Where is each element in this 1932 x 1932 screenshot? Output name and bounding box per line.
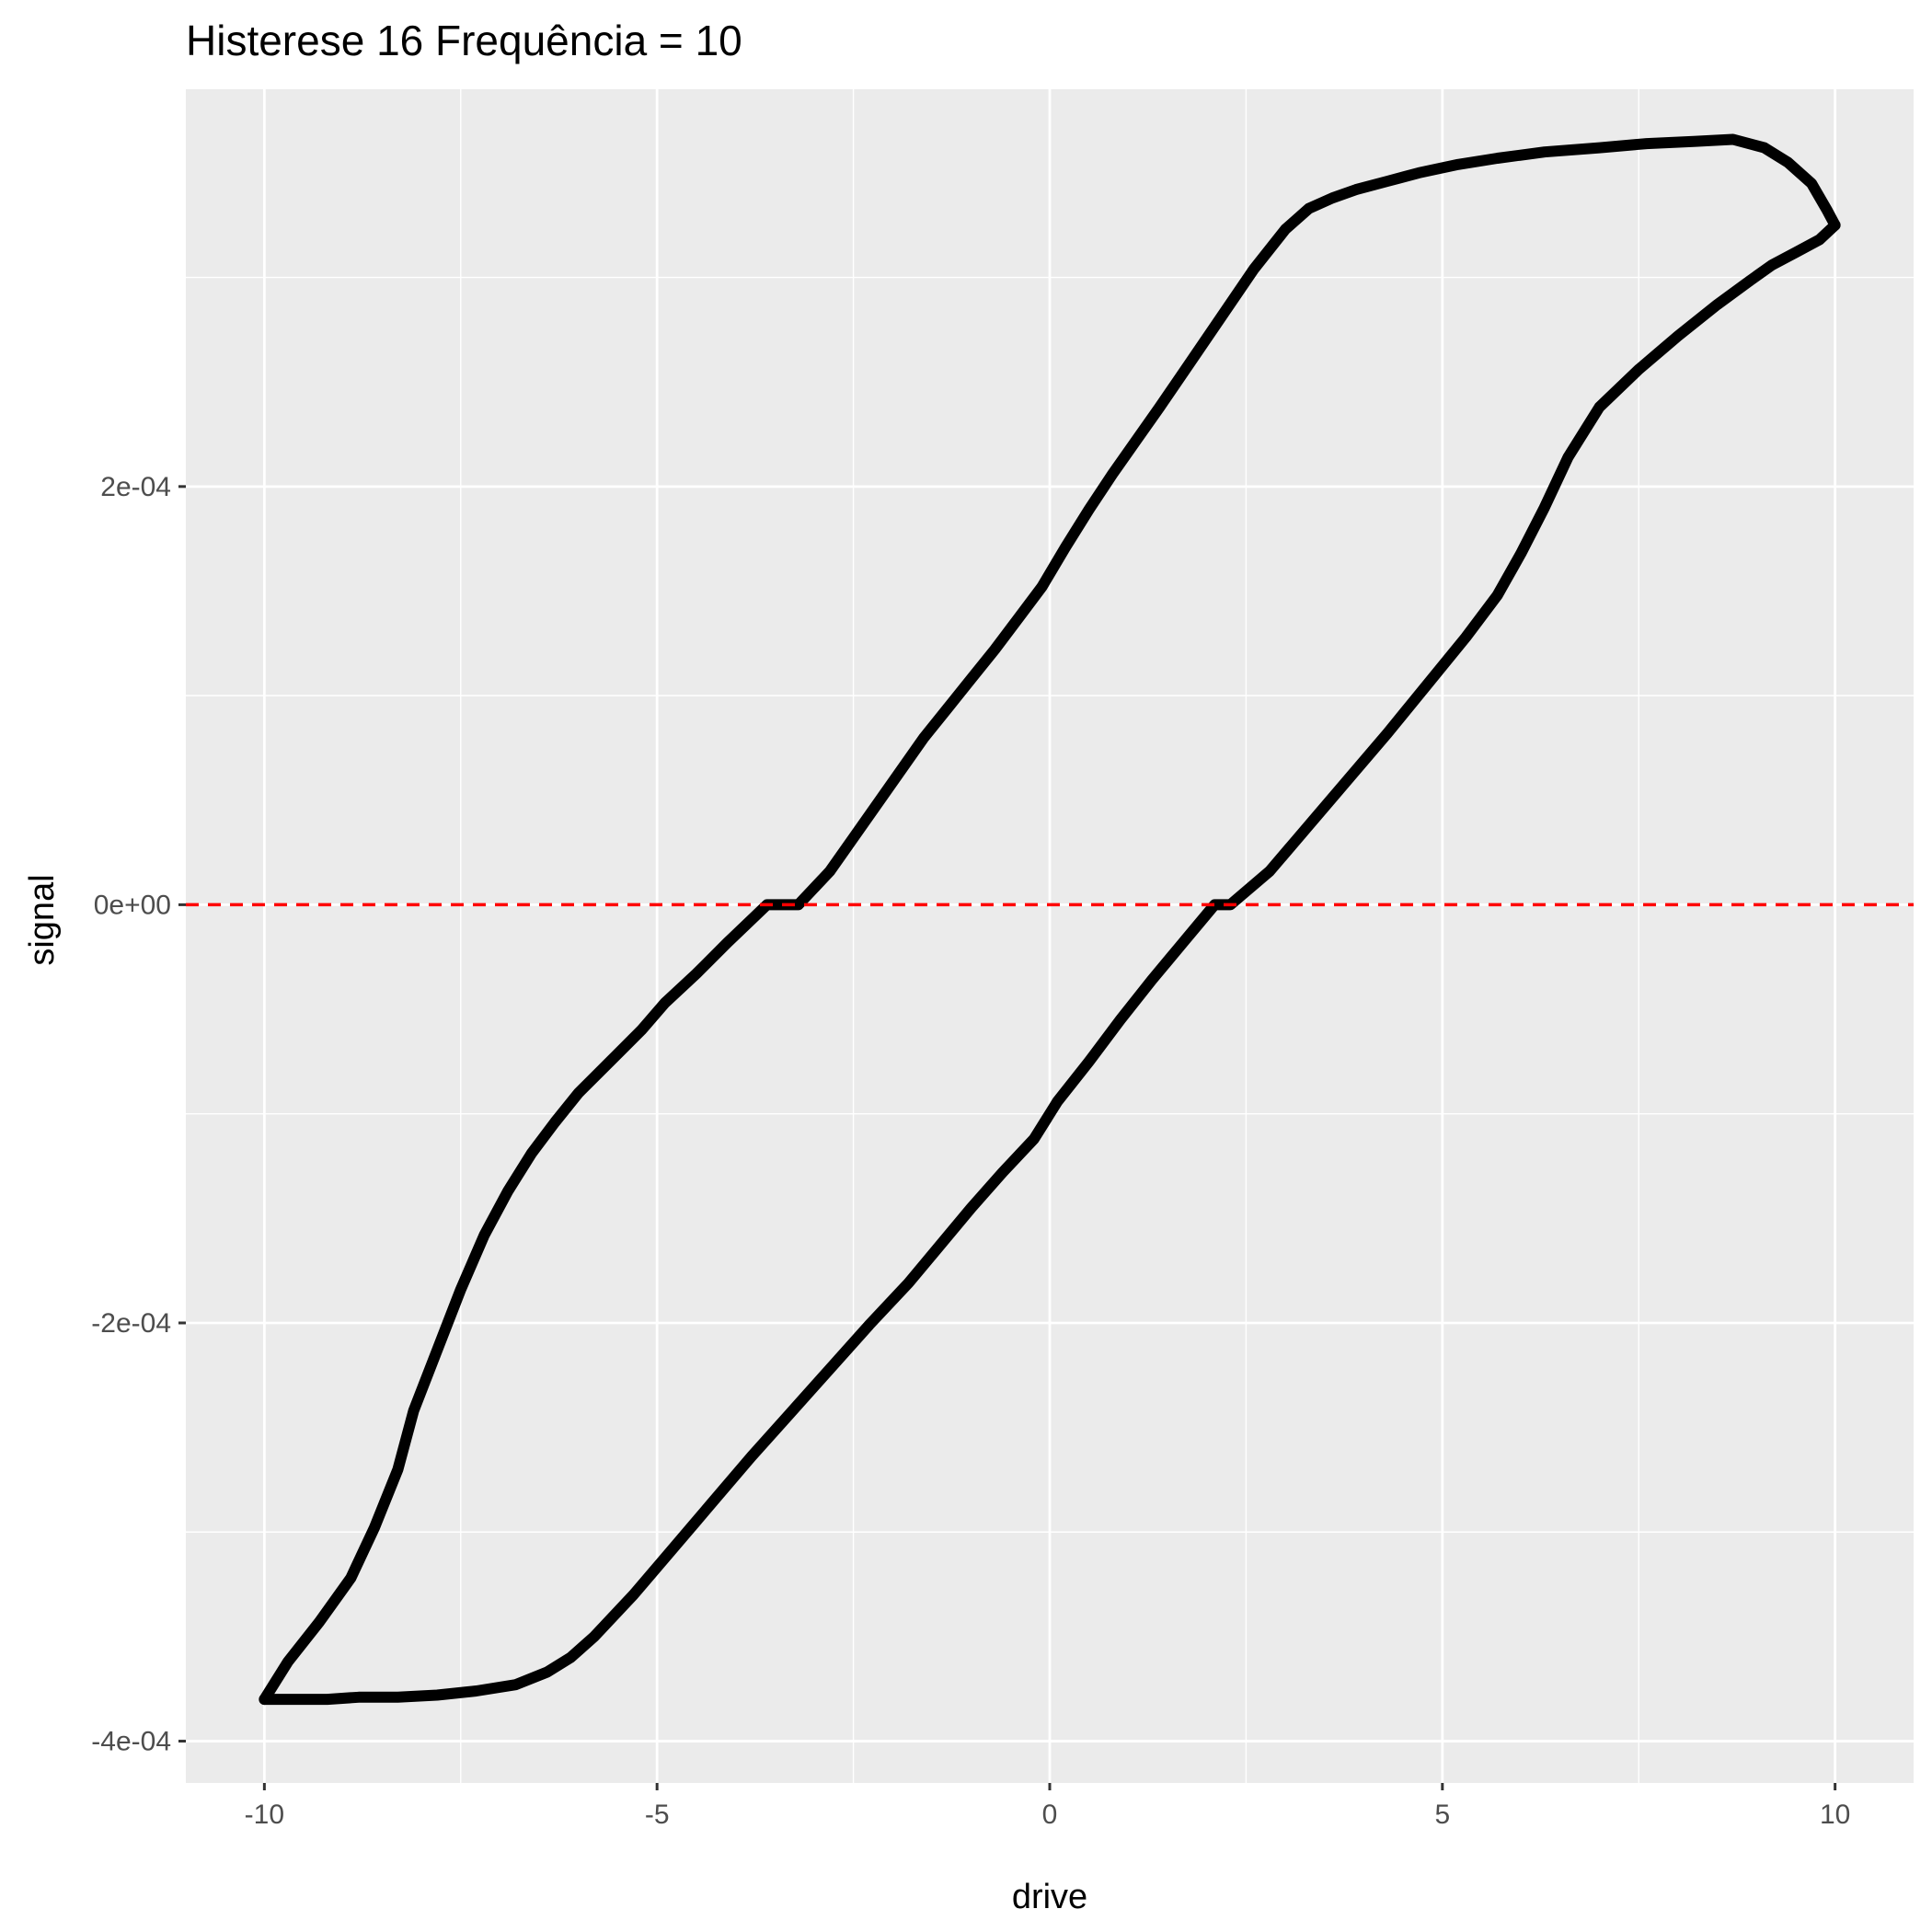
x-tick-label: 5 [1434,1800,1450,1830]
y-tick-label: 0e+00 [94,890,171,920]
x-tick-label: -5 [645,1800,670,1830]
y-tick-label: 2e-04 [100,472,171,502]
x-tick-label: 0 [1042,1800,1058,1830]
y-axis-title: signal [23,874,62,965]
series-line-upper [259,133,1841,1706]
hysteresis-loop [259,133,1841,1706]
x-axis: -10 -5 0 5 10 [245,1783,1850,1830]
x-tick-label: -10 [245,1800,284,1830]
series-line-lower [259,219,1841,1706]
chart-title: Histerese 16 Frequência = 10 [186,17,742,64]
y-tick-label: -4e-04 [91,1727,171,1757]
x-tick-label: 10 [1820,1800,1850,1830]
x-axis-title: drive [1012,1878,1087,1916]
y-axis: -4e-04 -2e-04 0e+00 2e-04 [91,472,186,1757]
y-tick-label: -2e-04 [91,1308,171,1339]
